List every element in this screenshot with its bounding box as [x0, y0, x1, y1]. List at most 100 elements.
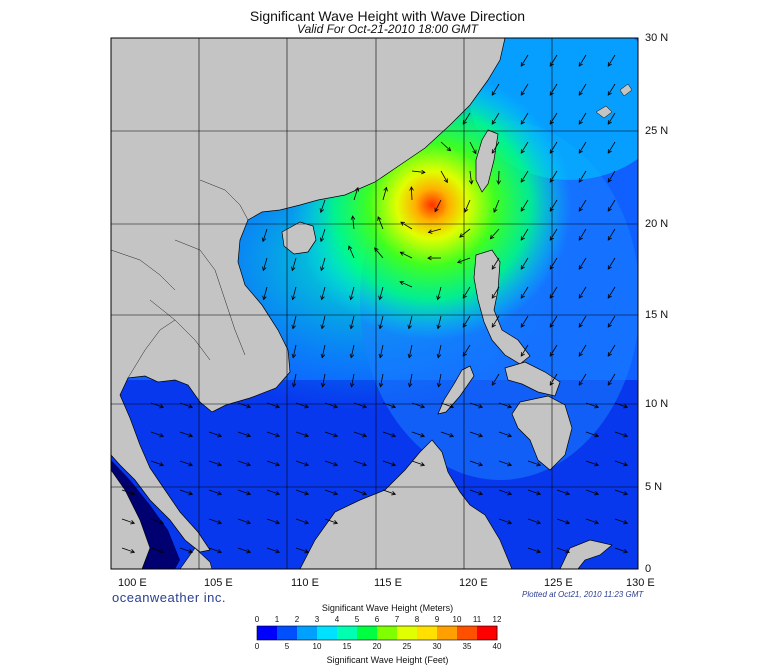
- wave-arrow-head: [436, 295, 441, 301]
- wave-arrow: [491, 257, 500, 270]
- wave-arrow: [409, 373, 413, 387]
- wave-arrow-head: [491, 381, 496, 386]
- wave-arrow: [292, 286, 297, 300]
- wave-arrow: [491, 373, 500, 386]
- wave-arrow: [382, 489, 396, 495]
- wave-arrow-head: [578, 149, 583, 154]
- wave-arrow-head: [565, 491, 571, 496]
- wave-arrow-head: [159, 433, 165, 438]
- wave-arrow: [150, 460, 164, 466]
- wave-arrow: [549, 257, 558, 270]
- wave-arrow: [578, 344, 587, 357]
- colorbar-border: [256, 625, 498, 641]
- wave-arrow: [208, 460, 222, 466]
- wave-arrow: [607, 199, 616, 212]
- wave-arrow-head: [130, 520, 136, 525]
- wave-arrow: [520, 170, 529, 183]
- wave-arrow-head: [520, 178, 525, 183]
- wave-arrow-head: [536, 549, 542, 554]
- wave-arrow: [469, 402, 483, 408]
- wave-arrow: [179, 402, 193, 408]
- wave-arrow: [179, 489, 193, 495]
- chart-subtitle: Valid For Oct-21-2010 18:00 GMT: [297, 22, 478, 36]
- wave-arrow-head: [594, 462, 600, 467]
- wave-arrow-head: [607, 149, 612, 154]
- wave-arrow-head: [594, 491, 600, 496]
- land-borneo: [299, 439, 513, 569]
- wave-arrow: [549, 141, 558, 154]
- wave-arrow-head: [578, 294, 583, 299]
- wave-arrow-head: [436, 382, 442, 388]
- lon-label-100: 100 E: [118, 577, 147, 589]
- wave-arrow: [527, 489, 541, 495]
- wave-arrow: [437, 286, 442, 300]
- wave-arrow-head: [291, 295, 296, 301]
- wave-arrow-head: [420, 462, 426, 467]
- wave-arrow: [266, 547, 280, 553]
- wave-arrow: [379, 344, 384, 358]
- wave-arrow-head: [520, 323, 525, 328]
- wave-arrow: [578, 54, 587, 67]
- wave-arrow: [408, 315, 413, 329]
- wave-arrow: [498, 489, 512, 495]
- wave-arrow-head: [565, 549, 571, 554]
- wave-arrow-head: [607, 294, 612, 299]
- wave-arrow: [353, 431, 367, 437]
- lat-label-10: 10 N: [645, 398, 669, 410]
- colorbar-swatch: [417, 626, 438, 640]
- wave-arrow-head: [427, 255, 432, 261]
- wave-arrow: [237, 547, 251, 553]
- colorbar-meter-tick: 8: [414, 615, 420, 624]
- wave-arrow-head: [362, 433, 368, 438]
- wave-arrow: [607, 228, 616, 241]
- wave-arrow: [549, 170, 558, 183]
- wave-arrow-head: [457, 259, 462, 264]
- wave-arrow: [607, 83, 616, 96]
- wave-arrow-head: [409, 186, 414, 191]
- wave-arrow: [549, 112, 558, 125]
- wave-arrow: [578, 373, 587, 386]
- wave-arrow-head: [536, 491, 542, 496]
- wave-arrow-head: [217, 462, 223, 467]
- wave-arrow-head: [262, 295, 267, 301]
- wave-arrow: [411, 170, 425, 173]
- wave-arrow-head: [578, 207, 583, 212]
- wave-arrow-head: [378, 382, 384, 388]
- wave-arrow-head: [348, 245, 353, 251]
- wave-arrow-head: [304, 433, 310, 438]
- colorbar-feet-tick: 25: [402, 642, 412, 651]
- wave-arrow: [469, 460, 483, 466]
- wave-arrow-head: [159, 462, 165, 467]
- wave-arrow-head: [304, 491, 310, 496]
- wave-arrow-head: [549, 294, 554, 299]
- wave-arrow: [400, 221, 413, 230]
- wave-arrow-head: [217, 433, 223, 438]
- wave-arrow: [498, 402, 512, 408]
- wave-arrow-head: [520, 120, 525, 125]
- wave-arrow: [150, 402, 164, 408]
- lat-label-20: 20 N: [645, 218, 669, 230]
- brand-logo-text: oceanweather inc.: [112, 590, 227, 605]
- wave-arrow-head: [549, 120, 554, 125]
- wave-arrow-head: [407, 353, 413, 359]
- wave-arrow: [150, 547, 164, 553]
- wave-arrow: [520, 199, 529, 212]
- wave-arrow: [350, 286, 355, 300]
- wave-arrow: [614, 431, 628, 437]
- wave-arrow-head: [188, 549, 194, 554]
- wave-arrow-head: [623, 433, 629, 438]
- wave-arrow: [549, 315, 558, 328]
- lon-label-105: 105 E: [204, 577, 233, 589]
- colorbar-swatch: [257, 626, 278, 640]
- wave-arrow-head: [464, 207, 469, 213]
- wave-arrow: [585, 518, 599, 524]
- wave-arrow: [549, 54, 558, 67]
- wave-arrow-head: [130, 549, 136, 554]
- wave-arrow-head: [427, 229, 433, 234]
- wave-arrow: [527, 460, 541, 466]
- lat-label-25: 25 N: [645, 125, 669, 137]
- wave-arrow: [295, 402, 309, 408]
- wave-arrow-head: [434, 207, 439, 213]
- wave-arrow-head: [443, 178, 448, 184]
- wave-arrow: [411, 460, 425, 466]
